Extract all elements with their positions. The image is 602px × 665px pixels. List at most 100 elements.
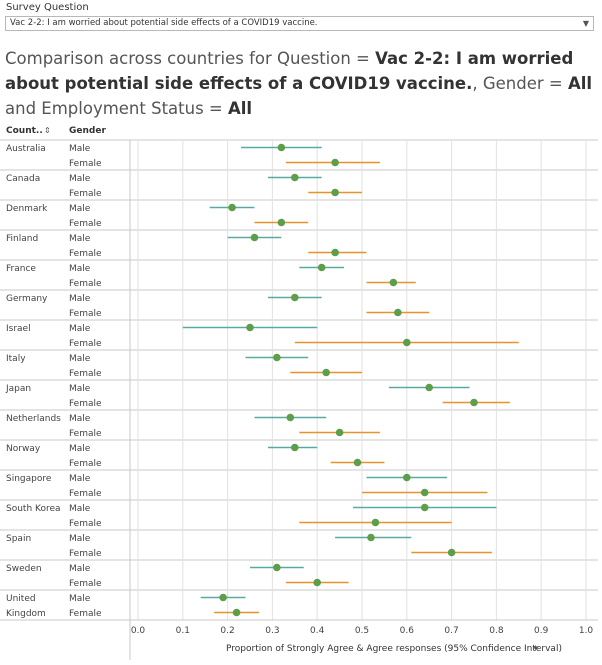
data-point (335, 428, 344, 437)
svg-text:⇕: ⇕ (44, 126, 51, 135)
data-point (447, 548, 456, 557)
data-point (273, 563, 281, 572)
data-point (317, 263, 326, 272)
data-point (291, 443, 299, 452)
x-tick-label: 0.4 (310, 626, 325, 636)
svg-text:✦: ✦ (532, 644, 540, 654)
data-point (470, 398, 478, 407)
gender-label: Female (69, 609, 102, 619)
title-text-2: , Gender = (472, 74, 568, 93)
column-header-country[interactable]: Count.. (6, 126, 43, 136)
data-point (250, 233, 259, 242)
data-point (291, 293, 299, 302)
country-label: Spain (6, 534, 31, 544)
country-label: Germany (6, 294, 48, 304)
gender-label: Male (69, 234, 91, 244)
data-point (277, 143, 286, 152)
gender-label: Female (69, 189, 102, 199)
data-point (286, 413, 295, 422)
data-point (331, 188, 339, 197)
data-point (228, 203, 236, 212)
gender-label: Male (69, 534, 91, 544)
x-tick-label: 0.1 (176, 626, 190, 636)
x-tick-label: 0.5 (355, 626, 369, 636)
data-point (403, 338, 411, 347)
gender-label: Male (69, 264, 91, 274)
country-label: Israel (6, 324, 31, 334)
x-tick-label: 0.0 (131, 626, 146, 636)
country-label: Finland (6, 234, 38, 244)
data-point (331, 158, 339, 167)
country-label: Kingdom (6, 609, 46, 619)
column-header-gender: Gender (69, 126, 106, 136)
gender-label: Male (69, 504, 91, 514)
data-point (322, 368, 330, 377)
data-point (273, 353, 281, 362)
gender-label: Female (69, 549, 102, 559)
country-label: Italy (6, 354, 26, 364)
gender-label: Female (69, 159, 102, 169)
country-label: United (6, 594, 36, 604)
title-text-1: Comparison across countries for Question… (5, 49, 376, 68)
country-label: Australia (6, 144, 46, 154)
gender-label: Male (69, 564, 91, 574)
data-point (420, 503, 429, 512)
x-tick-label: 0.3 (265, 626, 279, 636)
data-point (219, 593, 227, 602)
chevron-down-icon[interactable]: ▼ (582, 19, 589, 28)
x-tick-label: 0.2 (220, 626, 234, 636)
survey-question-label: Survey Question (6, 2, 89, 13)
country-label: Norway (6, 444, 41, 454)
data-point (232, 608, 241, 617)
gender-label: Female (69, 579, 102, 589)
data-point (420, 488, 429, 497)
x-tick-label: 0.8 (489, 626, 504, 636)
gender-label: Female (69, 519, 102, 529)
gender-label: Male (69, 384, 91, 394)
gender-label: Male (69, 294, 91, 304)
dropdown-selected-value: Vac 2-2: I am worried about potential si… (10, 18, 318, 28)
title-question: Vac 2-2: I am worried about potential si… (5, 49, 574, 93)
data-point (277, 218, 286, 227)
pin-icon[interactable]: ✦ (532, 644, 540, 654)
data-point (291, 173, 299, 182)
survey-question-dropdown[interactable]: Vac 2-2: I am worried about potential si… (5, 16, 594, 31)
country-label: Japan (5, 384, 31, 394)
gender-label: Male (69, 204, 91, 214)
gender-label: Male (69, 594, 91, 604)
gender-label: Female (69, 459, 102, 469)
gender-label: Female (69, 219, 102, 229)
country-label: France (6, 264, 36, 274)
gender-label: Female (69, 429, 102, 439)
country-label: Singapore (6, 474, 52, 484)
gender-label: Male (69, 354, 91, 364)
title-employment: All (228, 99, 253, 118)
data-point (313, 578, 322, 587)
data-point (353, 458, 362, 467)
data-point (389, 278, 398, 287)
gender-label: Male (69, 444, 91, 454)
title-text-3: and Employment Status = (5, 99, 228, 118)
data-point (403, 473, 411, 482)
x-tick-label: 0.7 (444, 626, 458, 636)
gender-label: Female (69, 339, 102, 349)
x-axis-title: Proportion of Strongly Agree & Agree res… (226, 644, 562, 654)
chart-title: Comparison across countries for Question… (5, 46, 595, 121)
gender-label: Male (69, 174, 91, 184)
country-label: Denmark (6, 204, 48, 214)
country-label: Netherlands (6, 414, 61, 424)
gender-label: Female (69, 399, 102, 409)
gender-label: Female (69, 279, 102, 289)
country-label: Sweden (6, 564, 42, 574)
gender-label: Male (69, 324, 91, 334)
country-label: Canada (6, 174, 40, 184)
sort-icon[interactable]: ⇕ (44, 126, 51, 135)
gender-label: Male (69, 144, 91, 154)
title-gender: All (567, 74, 593, 93)
x-tick-label: 1.0 (579, 626, 594, 636)
gender-label: Male (69, 414, 91, 424)
data-point (367, 533, 375, 542)
gender-label: Female (69, 309, 102, 319)
data-point (331, 248, 339, 257)
